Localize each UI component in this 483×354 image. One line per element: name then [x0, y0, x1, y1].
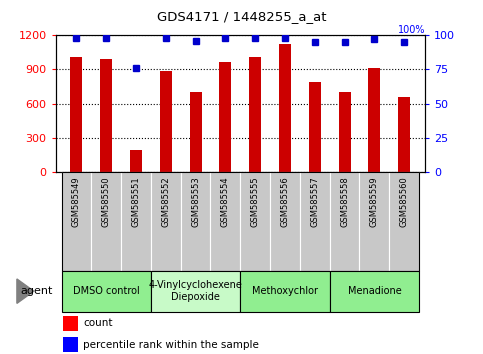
Bar: [130, 149, 142, 172]
Bar: [309, 82, 321, 172]
Bar: [61, 172, 91, 271]
Polygon shape: [17, 279, 34, 303]
Bar: [151, 172, 181, 271]
Bar: [389, 172, 419, 271]
Bar: [398, 97, 410, 172]
Text: Methoxychlor: Methoxychlor: [252, 286, 318, 296]
Bar: [339, 92, 351, 172]
Text: GSM585560: GSM585560: [399, 177, 409, 227]
Bar: [249, 57, 261, 172]
Bar: [330, 172, 359, 271]
Text: percentile rank within the sample: percentile rank within the sample: [83, 339, 259, 350]
Text: count: count: [83, 318, 113, 329]
Text: GSM585555: GSM585555: [251, 177, 260, 227]
Text: GSM585553: GSM585553: [191, 177, 200, 227]
Bar: [241, 172, 270, 271]
Text: GSM585549: GSM585549: [72, 177, 81, 227]
Bar: [151, 271, 241, 312]
Bar: [369, 68, 380, 172]
Text: DMSO control: DMSO control: [73, 286, 140, 296]
Bar: [181, 172, 211, 271]
Text: agent: agent: [21, 286, 53, 296]
Text: GSM585557: GSM585557: [310, 177, 319, 227]
Bar: [100, 59, 112, 172]
Bar: [121, 172, 151, 271]
Bar: [190, 92, 201, 172]
Bar: [279, 45, 291, 172]
Bar: [160, 70, 172, 172]
Bar: [91, 172, 121, 271]
Text: GSM585551: GSM585551: [131, 177, 141, 227]
Bar: [211, 172, 241, 271]
Text: GSM585558: GSM585558: [340, 177, 349, 227]
Bar: [63, 337, 78, 352]
Text: Menadione: Menadione: [347, 286, 401, 296]
Text: GSM585559: GSM585559: [370, 177, 379, 227]
Bar: [300, 172, 330, 271]
Bar: [219, 62, 231, 172]
Bar: [270, 172, 300, 271]
Bar: [71, 57, 83, 172]
Bar: [241, 271, 330, 312]
Bar: [63, 316, 78, 331]
Text: 100%: 100%: [398, 25, 425, 35]
Text: GSM585556: GSM585556: [281, 177, 289, 227]
Bar: [359, 172, 389, 271]
Bar: [330, 271, 419, 312]
Text: 4-Vinylcyclohexene
Diepoxide: 4-Vinylcyclohexene Diepoxide: [149, 280, 242, 302]
Bar: [61, 271, 151, 312]
Text: GSM585554: GSM585554: [221, 177, 230, 227]
Text: GDS4171 / 1448255_a_at: GDS4171 / 1448255_a_at: [157, 10, 326, 23]
Text: GSM585550: GSM585550: [102, 177, 111, 227]
Text: GSM585552: GSM585552: [161, 177, 170, 227]
